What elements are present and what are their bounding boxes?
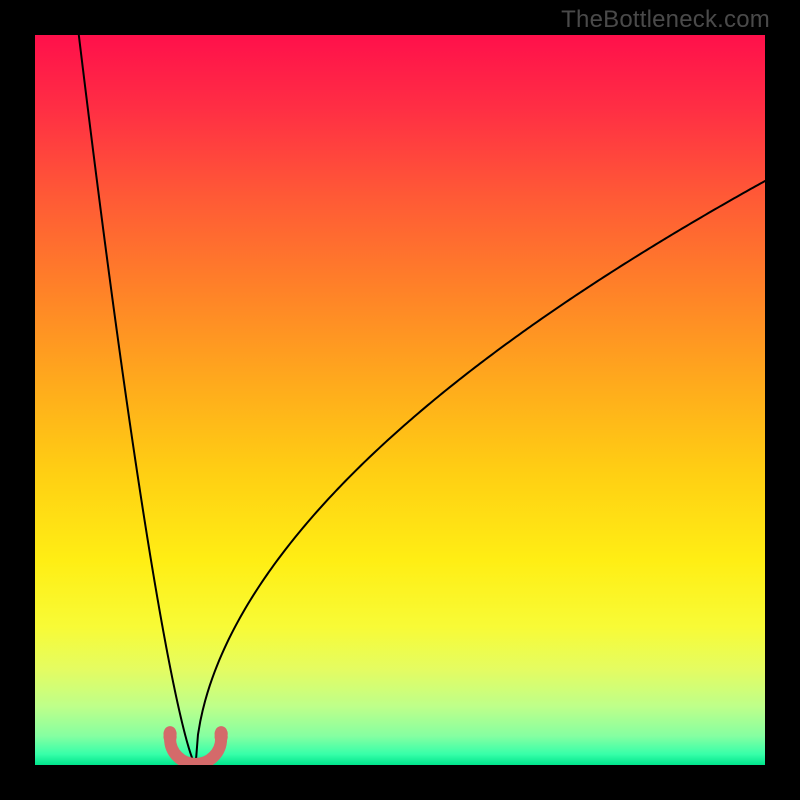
bottleneck-curve bbox=[35, 35, 765, 765]
plot-area bbox=[35, 35, 765, 765]
watermark-text: TheBottleneck.com bbox=[561, 6, 770, 34]
